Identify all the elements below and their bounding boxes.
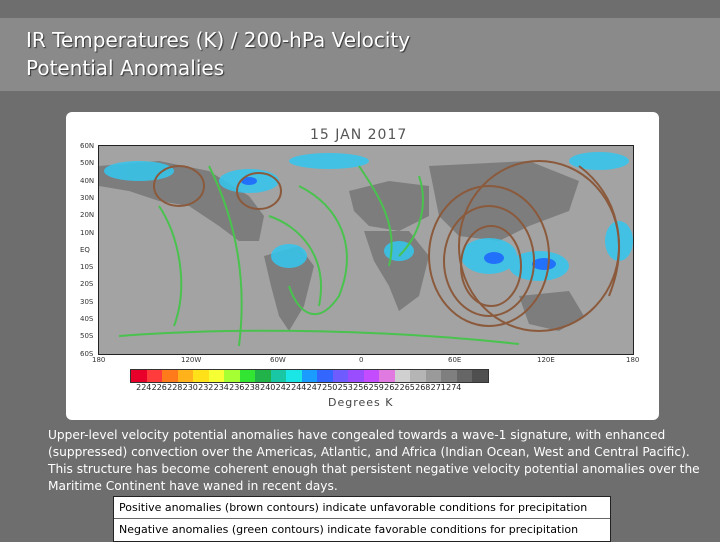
- latitude-label: 60S: [80, 349, 94, 358]
- legend-positive: Positive anomalies (brown contours) indi…: [119, 501, 588, 514]
- colorbar-swatch: [255, 370, 271, 382]
- temperature-colorbar: [130, 369, 489, 383]
- colorbar-tick: 242: [275, 383, 291, 392]
- colorbar-tick: 226: [151, 383, 167, 392]
- title-banner: IR Temperatures (K) / 200-hPa Velocity P…: [0, 18, 720, 91]
- colorbar-tick: 240: [260, 383, 276, 392]
- colorbar-swatch: [425, 370, 441, 382]
- legend-negative: Negative anomalies (green contours) indi…: [114, 518, 610, 536]
- colorbar-swatch: [441, 370, 457, 382]
- longitude-label: 120E: [537, 356, 555, 364]
- colorbar-swatch: [379, 370, 395, 382]
- colorbar-swatch: [208, 370, 224, 382]
- colorbar-swatch: [146, 370, 162, 382]
- latitude-label: 50N: [80, 159, 95, 168]
- latitude-label: 10N: [80, 228, 95, 237]
- colorbar-units: Degrees K: [328, 396, 394, 409]
- colorbar-swatch: [131, 370, 147, 382]
- map-date: 15 JAN 2017: [310, 127, 408, 143]
- colorbar-tick: 247: [306, 383, 322, 392]
- colorbar-swatch: [301, 370, 317, 382]
- longitude-label: 60E: [448, 356, 462, 364]
- colorbar-swatch: [286, 370, 302, 382]
- colorbar-swatch: [363, 370, 379, 382]
- latitude-label: 30S: [80, 297, 94, 306]
- colorbar-tick: 238: [244, 383, 260, 392]
- longitude-label: 180: [626, 356, 640, 364]
- longitude-label: 120W: [181, 356, 202, 364]
- colorbar-tick: 265: [399, 383, 415, 392]
- colorbar-tick: 274: [446, 383, 462, 392]
- colorbar-swatch: [472, 370, 488, 382]
- longitude-label: 60W: [270, 356, 286, 364]
- title-line-1: IR Temperatures (K) / 200-hPa Velocity: [26, 28, 411, 52]
- colorbar-tick: 259: [368, 383, 384, 392]
- colorbar-tick: 253: [337, 383, 353, 392]
- colorbar-tick: 230: [182, 383, 198, 392]
- colorbar-tick: 268: [415, 383, 431, 392]
- colorbar-tick: 234: [213, 383, 229, 392]
- latitude-label: 40S: [80, 315, 94, 323]
- colorbar-swatch: [394, 370, 410, 382]
- colorbar-swatch: [224, 370, 240, 382]
- longitude-label: 0: [359, 356, 364, 364]
- colorbar-tick: 250: [322, 383, 338, 392]
- latitude-label: 60N: [80, 142, 95, 150]
- latitude-label: 40N: [80, 176, 95, 185]
- colorbar-swatch: [239, 370, 255, 382]
- anomaly-map: [98, 145, 634, 355]
- description-text: Upper-level velocity potential anomalies…: [48, 428, 700, 493]
- colorbar-swatch: [270, 370, 286, 382]
- latitude-label: 20S: [80, 280, 94, 289]
- colorbar-swatch: [317, 370, 333, 382]
- latitude-label: 30N: [80, 193, 95, 202]
- negative-contours: [118, 165, 520, 347]
- colorbar-swatch: [177, 370, 193, 382]
- colorbar-tick: 256: [353, 383, 369, 392]
- colorbar-swatch: [193, 370, 209, 382]
- colorbar-tick: 262: [384, 383, 400, 392]
- slide-title: IR Temperatures (K) / 200-hPa Velocity P…: [26, 26, 410, 82]
- contour-legend-box: Positive anomalies (brown contours) indi…: [113, 496, 611, 542]
- colorbar-tick-labels: 2242262282302322342362382402422442472502…: [136, 383, 462, 392]
- latitude-label: 10S: [80, 263, 94, 272]
- colorbar-tick: 224: [136, 383, 152, 392]
- colorbar-tick: 228: [167, 383, 183, 392]
- latitude-label: 20N: [80, 211, 95, 220]
- colorbar-tick: 271: [430, 383, 446, 392]
- colorbar-swatch: [162, 370, 178, 382]
- colorbar-tick: 244: [291, 383, 307, 392]
- longitude-label: 180: [92, 356, 106, 364]
- colorbar-swatch: [332, 370, 348, 382]
- colorbar-tick: 236: [229, 383, 245, 392]
- latitude-label: EQ: [80, 245, 90, 254]
- title-line-2: Potential Anomalies: [26, 56, 225, 80]
- colorbar-tick: 232: [198, 383, 214, 392]
- colorbar-swatch: [456, 370, 472, 382]
- colorbar-swatch: [348, 370, 364, 382]
- colorbar-swatch: [410, 370, 426, 382]
- positive-contours: [153, 160, 620, 332]
- latitude-label: 50S: [80, 332, 94, 341]
